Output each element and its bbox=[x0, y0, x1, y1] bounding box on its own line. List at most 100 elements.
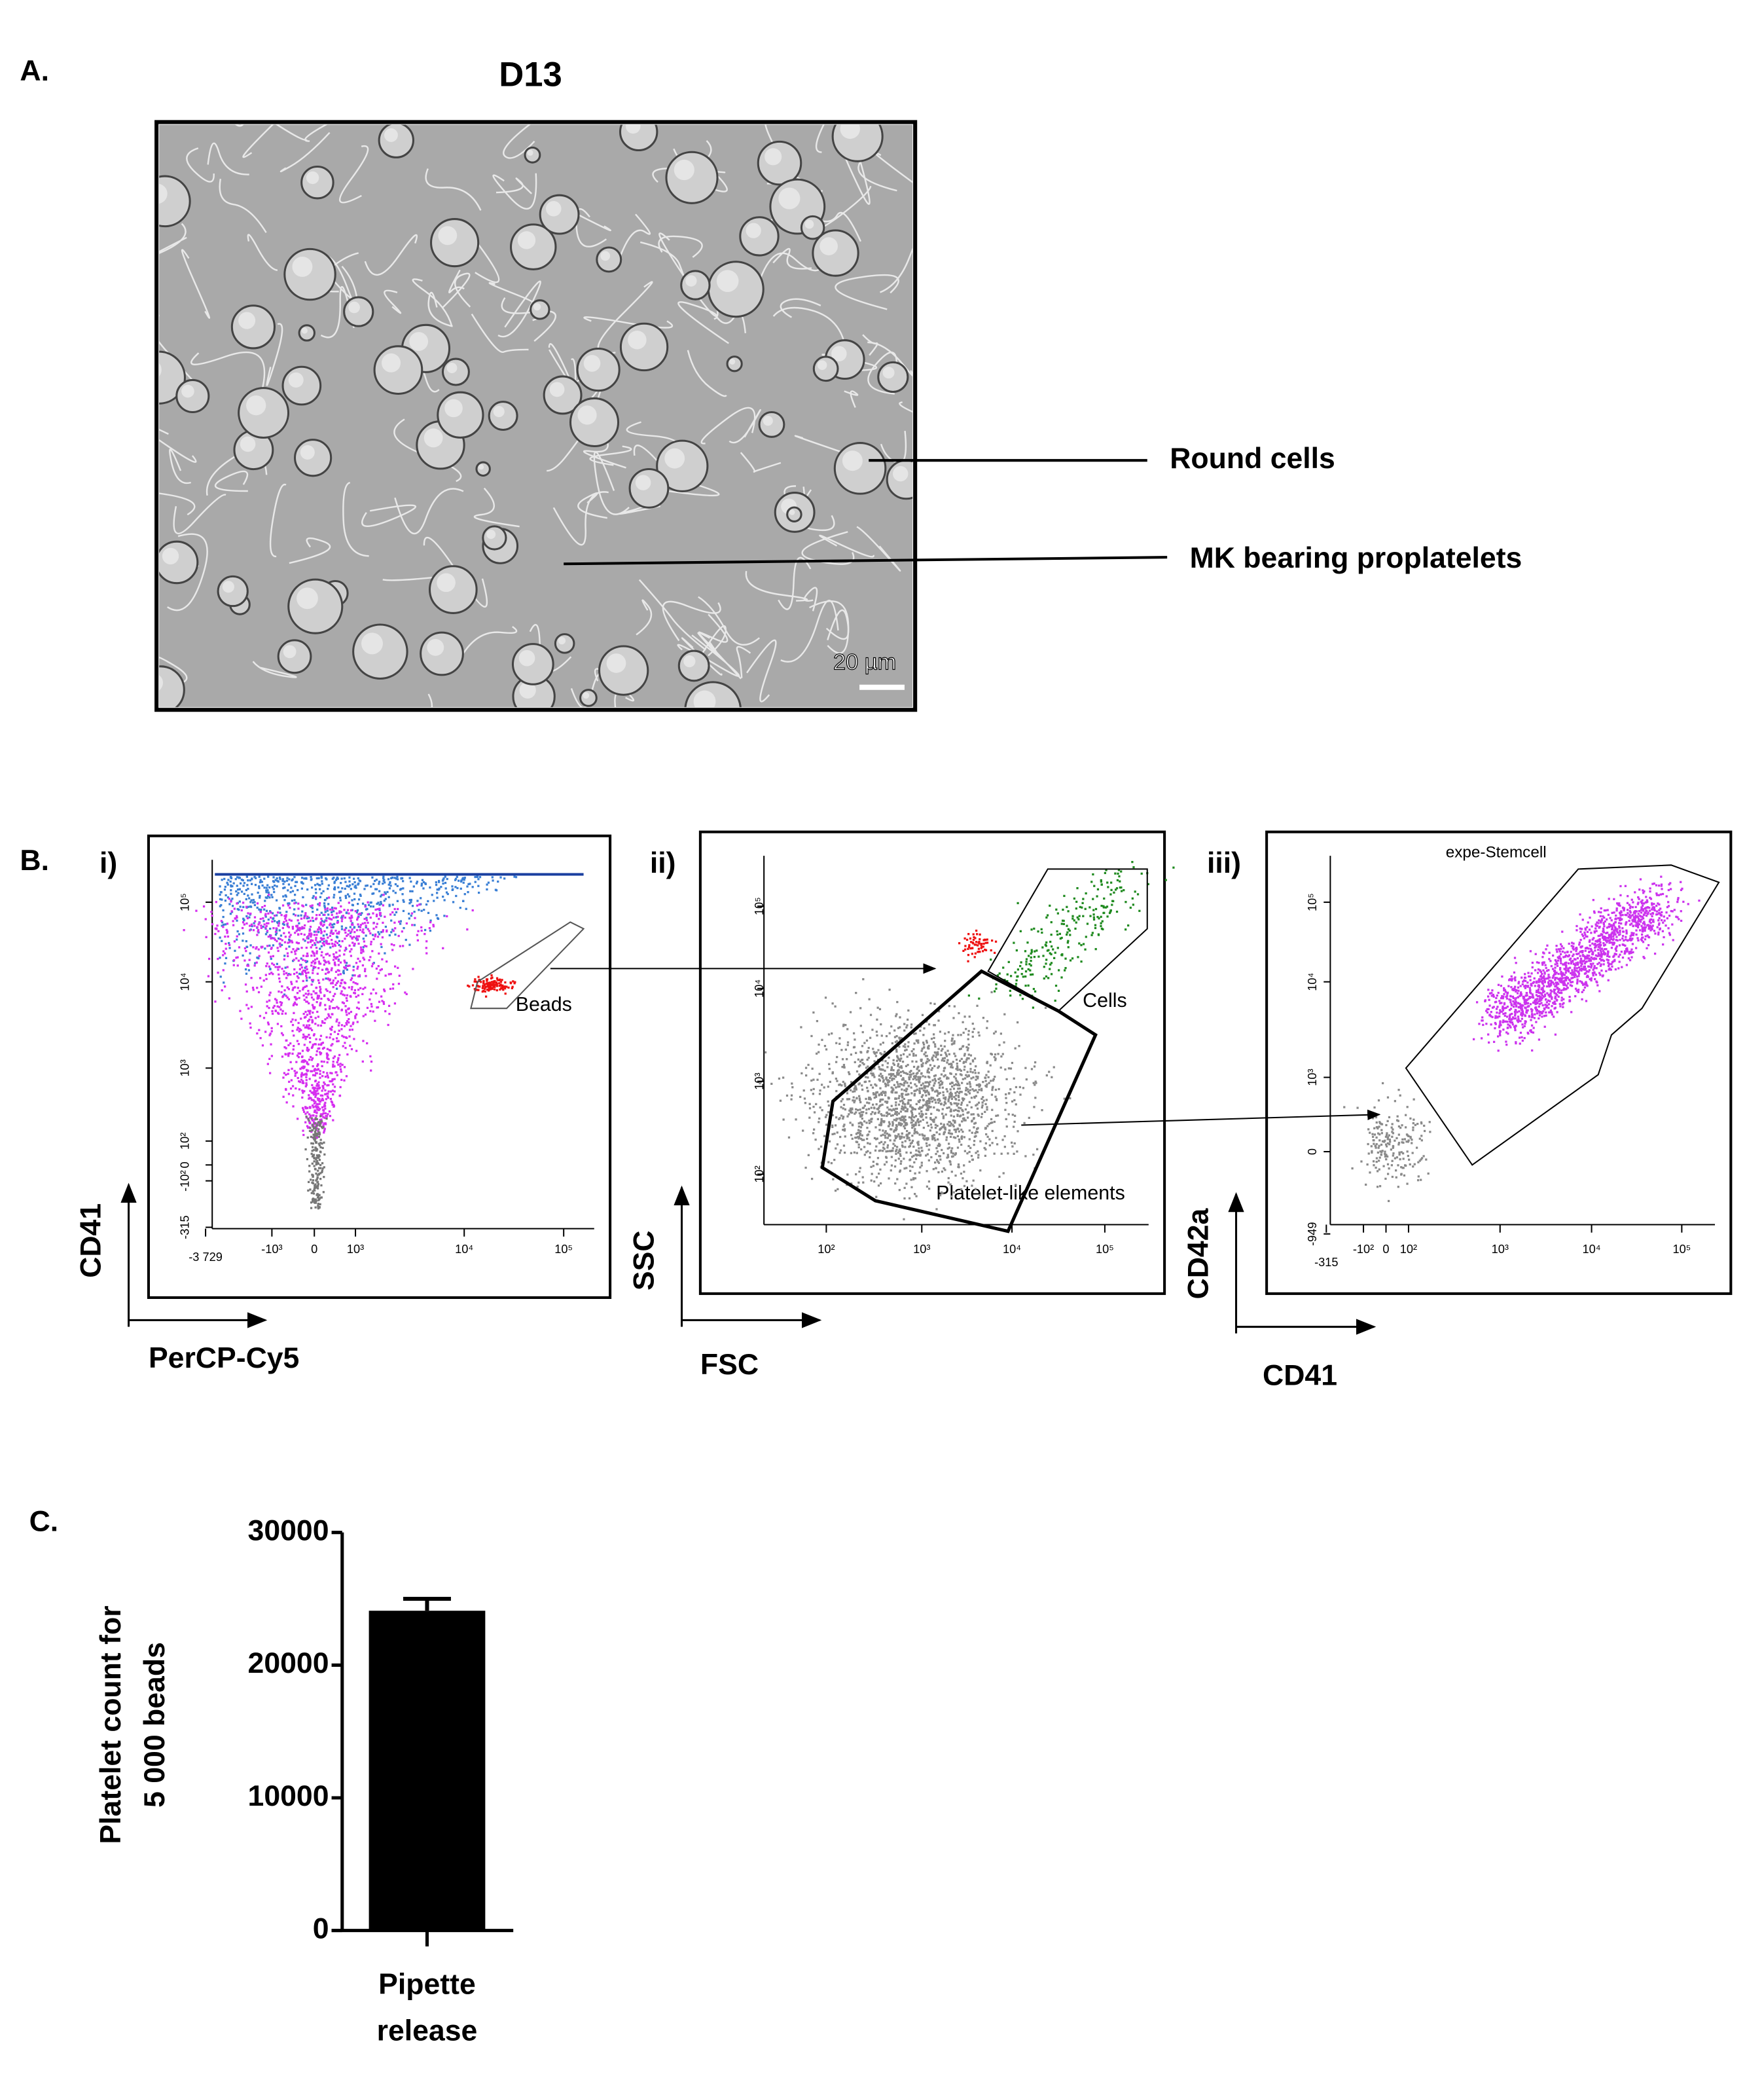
event-dot bbox=[310, 932, 312, 935]
event-dot bbox=[304, 966, 306, 969]
event-dot bbox=[267, 922, 270, 924]
event-dot bbox=[351, 922, 353, 924]
event-dot bbox=[480, 981, 482, 983]
event-dot bbox=[281, 985, 283, 988]
event-dot bbox=[324, 1075, 327, 1078]
event-dot bbox=[316, 1065, 319, 1067]
event-dot bbox=[846, 1044, 849, 1046]
event-dot bbox=[380, 968, 383, 971]
event-dot bbox=[356, 1021, 359, 1023]
proplatelet bbox=[835, 274, 899, 310]
event-dot bbox=[306, 1069, 310, 1072]
event-dot bbox=[322, 1087, 325, 1090]
event-dot bbox=[910, 1122, 912, 1124]
event-dot bbox=[332, 979, 335, 982]
event-dot bbox=[295, 881, 298, 883]
event-dot bbox=[421, 879, 424, 881]
cell-highlight bbox=[517, 231, 536, 249]
event-dot bbox=[348, 1021, 350, 1024]
event-dot bbox=[952, 1115, 956, 1118]
event-dot bbox=[221, 940, 223, 942]
event-dot bbox=[1005, 1078, 1008, 1081]
event-dot bbox=[868, 998, 871, 1000]
event-dot bbox=[328, 1049, 331, 1051]
event-dot bbox=[994, 1053, 997, 1056]
event-dot bbox=[833, 1133, 836, 1135]
event-dot bbox=[935, 1147, 938, 1150]
event-dot bbox=[895, 1013, 898, 1015]
event-dot bbox=[285, 972, 288, 974]
event-dot bbox=[330, 969, 333, 972]
event-dot bbox=[357, 957, 359, 960]
event-dot bbox=[924, 1103, 927, 1106]
event-dot bbox=[827, 1161, 830, 1163]
event-dot bbox=[319, 985, 321, 989]
cell bbox=[217, 575, 249, 608]
event-dot bbox=[951, 1066, 954, 1069]
event-dot bbox=[854, 1137, 857, 1139]
event-dot bbox=[1003, 1146, 1006, 1148]
cell bbox=[524, 146, 541, 164]
event-dot bbox=[293, 894, 297, 896]
event-dot bbox=[302, 1133, 305, 1137]
event-dot bbox=[965, 1028, 967, 1031]
event-dot bbox=[313, 1068, 316, 1071]
event-dot bbox=[800, 1026, 802, 1029]
event-dot bbox=[1013, 1152, 1015, 1155]
micrograph-frame bbox=[154, 120, 918, 712]
event-dot bbox=[390, 877, 393, 879]
event-dot bbox=[1164, 879, 1167, 881]
event-dot bbox=[986, 1125, 989, 1127]
event-dot bbox=[353, 926, 355, 929]
event-dot bbox=[875, 1103, 878, 1106]
event-dot bbox=[966, 1088, 969, 1091]
event-dot bbox=[305, 877, 308, 880]
event-dot bbox=[938, 1098, 941, 1101]
event-dot bbox=[452, 901, 455, 903]
event-dot bbox=[312, 1087, 314, 1089]
event-dot bbox=[950, 1063, 953, 1065]
event-dot bbox=[317, 1173, 320, 1175]
event-dot bbox=[1069, 1097, 1071, 1100]
event-dot bbox=[316, 972, 319, 975]
event-dot bbox=[901, 1123, 903, 1125]
event-dot bbox=[278, 973, 280, 976]
event-dot bbox=[303, 1090, 306, 1093]
event-dot bbox=[1107, 886, 1109, 888]
event-dot bbox=[891, 1150, 894, 1152]
event-dot bbox=[904, 1046, 907, 1048]
event-dot bbox=[295, 971, 298, 974]
event-dot bbox=[954, 1077, 957, 1080]
event-dot bbox=[895, 1127, 897, 1129]
event-dot bbox=[279, 878, 281, 881]
event-dot bbox=[880, 1072, 882, 1075]
event-dot bbox=[332, 1119, 334, 1122]
event-dot bbox=[918, 1101, 920, 1103]
event-dot bbox=[316, 1089, 319, 1092]
event-dot bbox=[319, 888, 321, 890]
event-dot bbox=[1014, 1047, 1017, 1050]
event-dot bbox=[1071, 957, 1074, 960]
event-dot bbox=[309, 1010, 312, 1012]
event-dot bbox=[962, 1177, 964, 1180]
event-dot bbox=[895, 1119, 897, 1122]
event-dot bbox=[344, 916, 347, 919]
event-dot bbox=[972, 942, 975, 945]
event-dot bbox=[894, 1182, 897, 1185]
event-dot bbox=[969, 947, 972, 950]
event-dot bbox=[905, 1026, 908, 1029]
event-dot bbox=[315, 934, 318, 936]
event-dot bbox=[314, 1139, 316, 1142]
event-dot bbox=[491, 976, 494, 979]
proplatelet bbox=[552, 491, 609, 546]
event-dot bbox=[388, 905, 391, 907]
event-dot bbox=[302, 988, 304, 991]
event-dot bbox=[920, 1050, 923, 1052]
event-dot bbox=[890, 1068, 893, 1071]
event-dot bbox=[910, 1092, 913, 1095]
event-dot bbox=[935, 1053, 938, 1056]
event-dot bbox=[236, 930, 239, 933]
event-dot bbox=[891, 1087, 894, 1090]
event-dot bbox=[231, 885, 234, 888]
event-dot bbox=[778, 1077, 781, 1080]
